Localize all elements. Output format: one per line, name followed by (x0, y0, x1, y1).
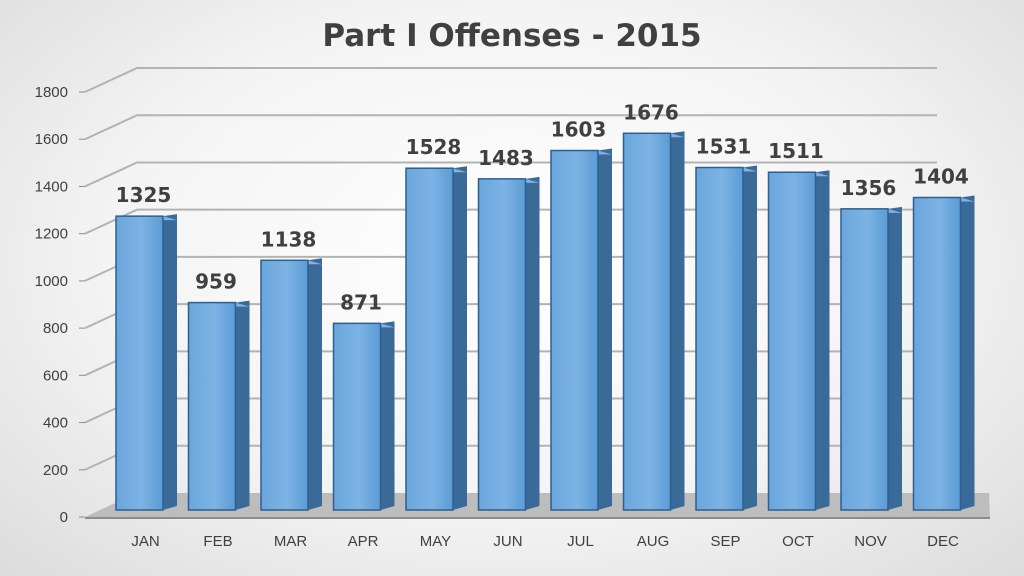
y-tick-label: 1000 (35, 273, 68, 290)
x-category-label: NOV (854, 533, 887, 550)
bar-side (815, 170, 830, 510)
bar-side (163, 214, 177, 510)
bar-side (235, 300, 250, 510)
y-tick-label: 200 (43, 462, 68, 479)
gridline (84, 67, 937, 93)
y-tick-label: 1600 (35, 131, 68, 148)
data-label: 1325 (116, 183, 172, 207)
y-tick-label: 1200 (35, 226, 68, 243)
x-category-label: OCT (782, 533, 814, 550)
gridline (84, 114, 937, 141)
bar-side (670, 131, 685, 510)
data-label: 1511 (768, 139, 824, 163)
bar-front (477, 178, 527, 511)
bar-front (840, 208, 889, 511)
x-category-label: JAN (131, 533, 159, 550)
bar-side (743, 165, 757, 510)
bar-oct: 1511 (767, 139, 830, 511)
x-category-label: APR (348, 533, 379, 550)
data-label: 871 (340, 290, 382, 314)
data-label: 1483 (478, 146, 534, 170)
y-tick-label: 1400 (35, 178, 68, 195)
x-category-label: DEC (927, 533, 959, 550)
data-label: 959 (195, 270, 237, 294)
x-category-label: AUG (637, 533, 670, 550)
data-label: 1676 (623, 100, 679, 124)
bar-aug: 1676 (622, 100, 685, 511)
bar-side (598, 148, 612, 510)
y-tick-label: 0 (60, 509, 68, 526)
y-axis: 0 200 400 600 800 1000 1200 1400 1600 1800 (35, 84, 85, 526)
bar-front (187, 301, 237, 511)
bar-front (767, 171, 817, 511)
bar-side (380, 321, 395, 510)
x-axis: JAN FEB MAR APR MAY JUN JUL AUG SEP OCT NOV DEC (131, 533, 959, 550)
bar-front (260, 259, 309, 511)
bar-apr: 871 (332, 290, 395, 511)
y-tick-label: 800 (43, 320, 68, 337)
x-category-label: MAR (274, 533, 308, 550)
bar-may: 1528 (405, 135, 467, 511)
bar-jul: 1603 (550, 118, 612, 511)
bar-front (550, 149, 599, 511)
bar-side (525, 176, 540, 510)
data-label: 1531 (696, 135, 752, 159)
y-tick-label: 1800 (35, 84, 68, 101)
bar-side (308, 258, 322, 510)
bar-front (622, 132, 672, 511)
x-category-label: FEB (203, 533, 232, 550)
data-label: 1603 (551, 118, 607, 142)
bar-side (453, 166, 467, 510)
x-category-label: SEP (710, 533, 740, 550)
data-label: 1138 (261, 227, 317, 251)
bar-jan: 1325 (115, 183, 177, 511)
bar-jun: 1483 (477, 146, 540, 511)
bar-dec: 1404 (912, 165, 975, 511)
chart-title: Part I Offenses - 2015 (322, 18, 702, 54)
bar-mar: 1138 (260, 227, 322, 511)
data-label: 1356 (841, 176, 897, 200)
bar-sep: 1531 (695, 135, 757, 511)
data-label: 1528 (406, 135, 462, 159)
bar-front (695, 166, 744, 511)
bar-nov: 1356 (840, 176, 902, 511)
bar-front (912, 196, 962, 511)
y-tick-label: 400 (43, 415, 68, 432)
bar-front (405, 167, 454, 511)
bar-front (332, 322, 382, 511)
y-tick-label: 600 (43, 367, 68, 384)
bar-series: 1325 959 1138 871 1528 1483 1603 1676 1531 1511 13… (115, 100, 975, 511)
x-category-label: JUN (493, 533, 522, 550)
bar-front (115, 215, 164, 511)
data-label: 1404 (913, 165, 969, 189)
bar-feb: 959 (187, 270, 250, 511)
bar-side (888, 206, 902, 511)
bar-side (960, 195, 975, 510)
x-category-label: MAY (420, 533, 451, 550)
x-category-label: JUL (567, 533, 594, 550)
